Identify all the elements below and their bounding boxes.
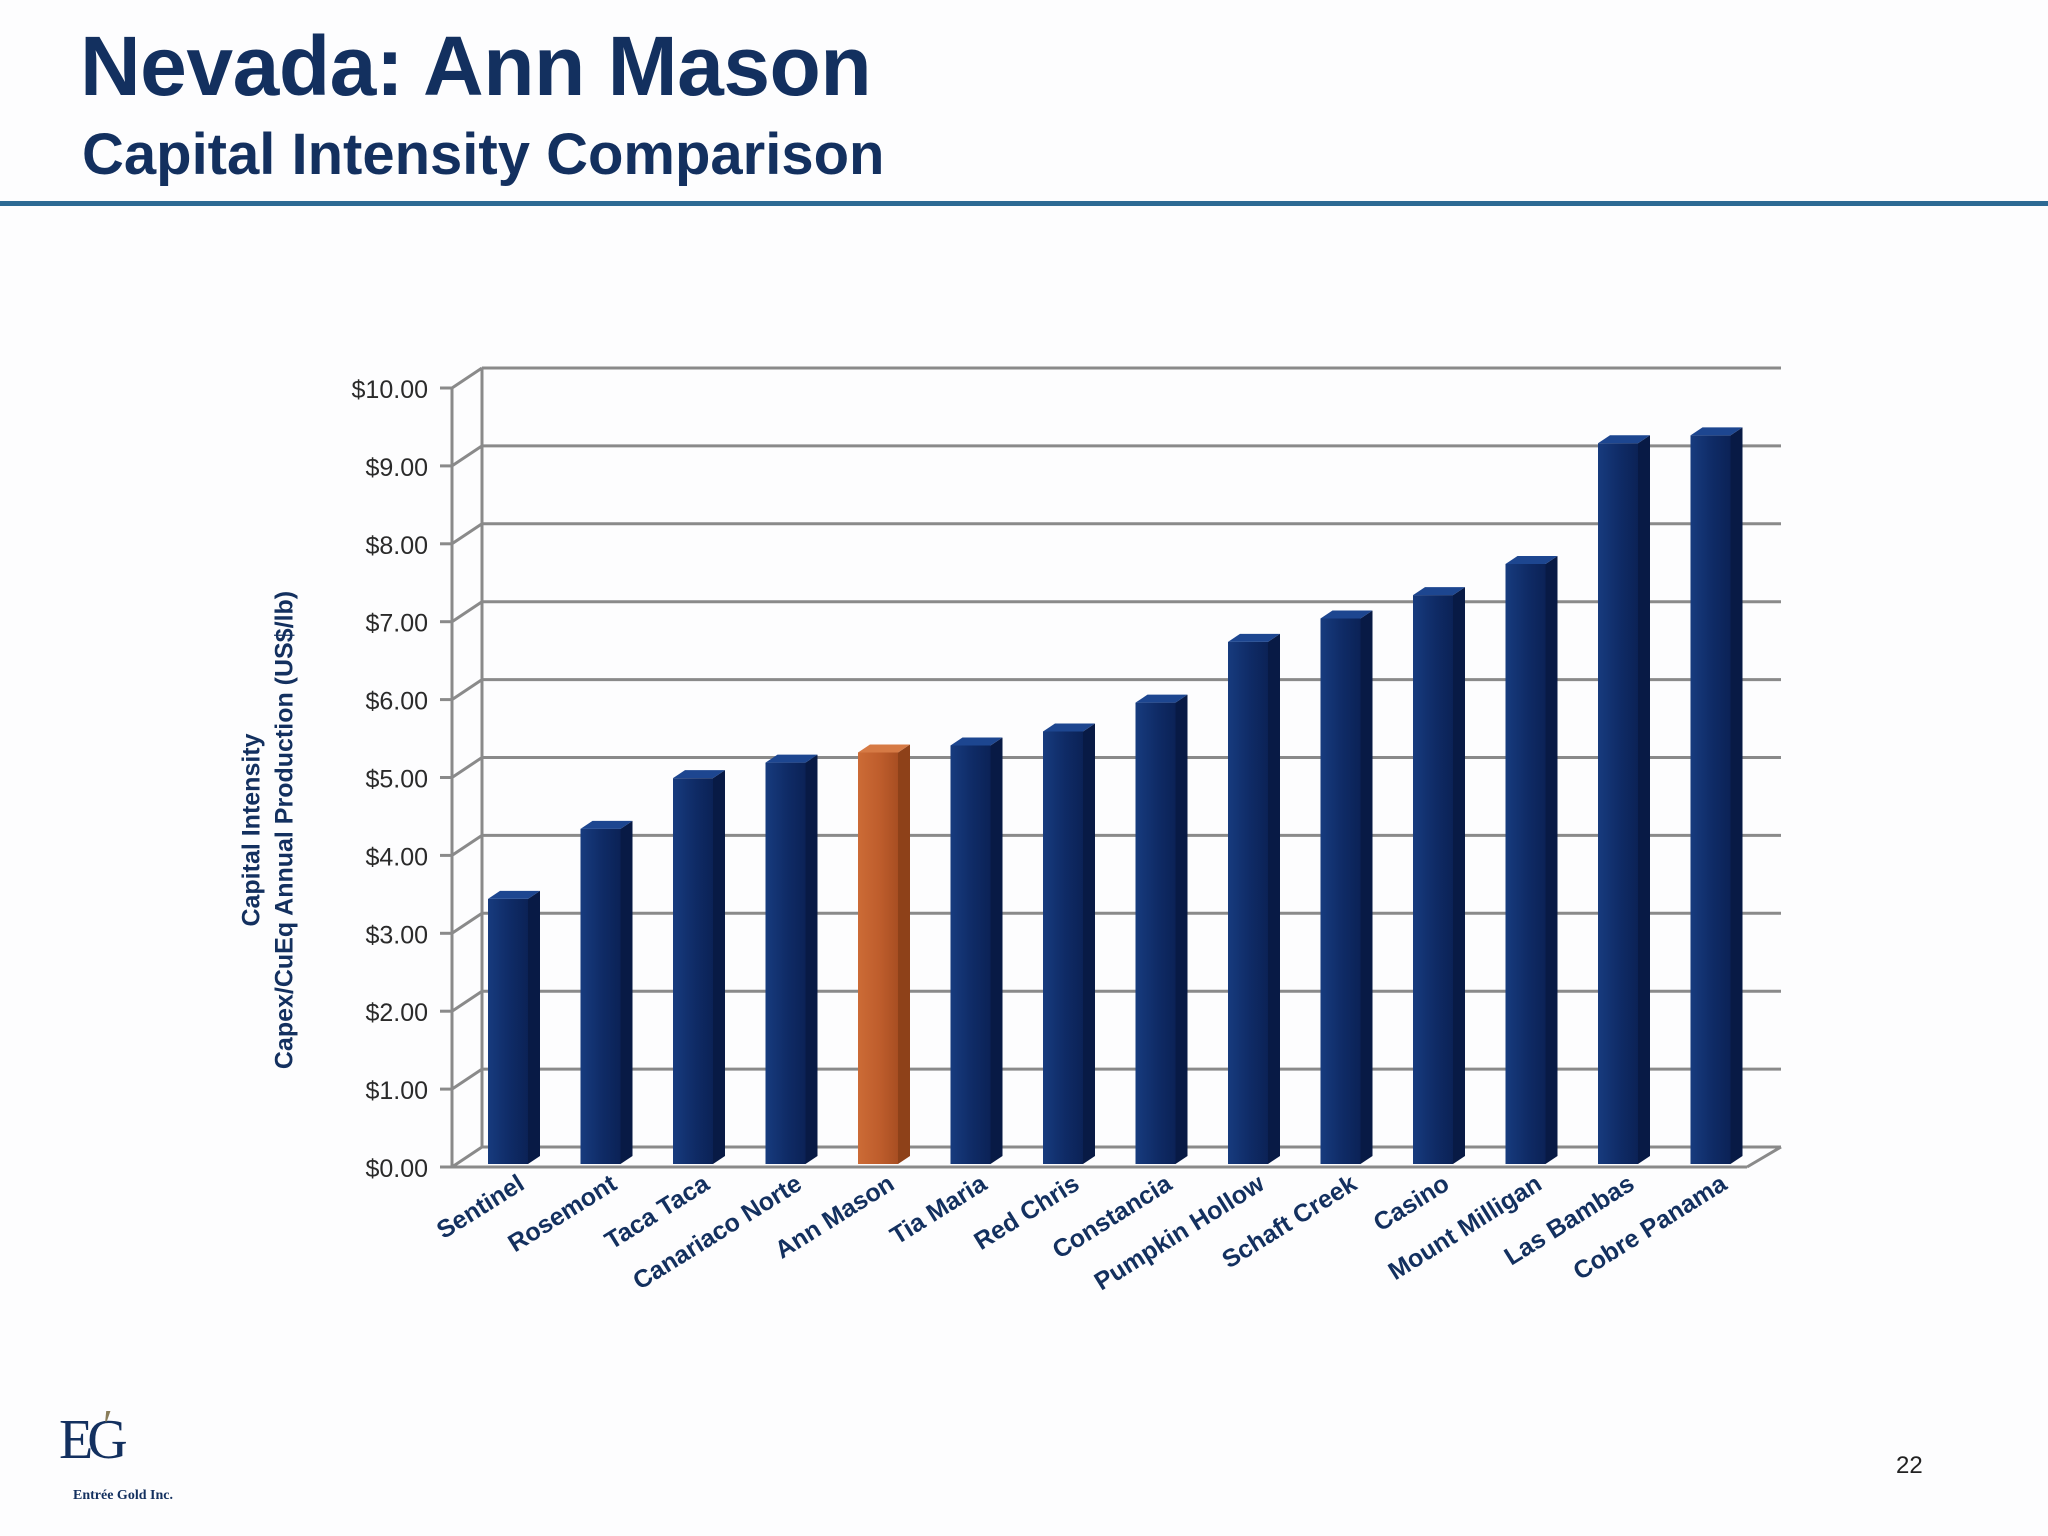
bar-constancia (1135, 694, 1188, 1164)
gridline-depth (451, 912, 483, 935)
bar-top (765, 754, 818, 763)
bar-sentinel (488, 890, 540, 1164)
bar-front (950, 745, 991, 1164)
gridline-depth (451, 834, 483, 857)
y-tick-label: $3.00 (365, 921, 428, 949)
y-tick-label: $10.00 (352, 376, 428, 404)
bar-front (580, 828, 621, 1164)
y-tick-label: $1.00 (365, 1077, 428, 1105)
bar-pumpkin-hollow (1228, 633, 1280, 1164)
bar-top (1043, 723, 1095, 732)
bar-top (1413, 587, 1465, 596)
logo-mark: EG (59, 1409, 128, 1471)
y-tick-label: $5.00 (365, 766, 428, 794)
bar-top (1690, 427, 1743, 436)
bar-side (713, 770, 725, 1164)
bar-front (1413, 595, 1453, 1164)
bar-front (765, 762, 806, 1164)
y-tick-label: $2.00 (365, 999, 428, 1027)
x-tick-label: Canariaco Norte (628, 1169, 807, 1295)
y-tick-label: $6.00 (365, 688, 428, 716)
bar-top (580, 820, 633, 829)
gridline-depth (451, 989, 483, 1013)
bar-front (488, 898, 528, 1164)
bar-cobre-panama (1690, 427, 1743, 1164)
bar-top (1598, 435, 1650, 444)
y-tick-label: $0.00 (365, 1155, 428, 1183)
bar-tia-maria (950, 737, 1003, 1164)
gridline-depth (451, 1067, 483, 1091)
bar-front (1320, 618, 1361, 1164)
bar-red-chris (1043, 723, 1095, 1164)
bar-side (620, 820, 633, 1164)
gridline-depth (451, 600, 483, 623)
y-tick-label: $7.00 (365, 610, 428, 638)
bar-casino (1413, 587, 1465, 1164)
company-logo: EG ′ Entrée Gold Inc. (55, 1401, 205, 1508)
bar-side (528, 890, 540, 1164)
bar-side (898, 744, 910, 1164)
gridline-depth (451, 1145, 483, 1169)
bar-top (488, 890, 540, 899)
bar-canariaco-norte (765, 754, 818, 1164)
bar-side (1453, 587, 1465, 1164)
y-tick-label: $4.00 (365, 843, 428, 871)
gridline-depth (451, 366, 483, 390)
bar-side (1638, 435, 1650, 1165)
bar-front (1228, 641, 1268, 1164)
bar-mount-milligan (1505, 555, 1558, 1164)
bar-top (1320, 610, 1373, 619)
logo-company-name: Entrée Gold Inc. (73, 1488, 173, 1503)
y-axis-title-line-1: Capital Intensity (237, 733, 266, 927)
bar-side (1730, 427, 1743, 1164)
bar-front (1043, 731, 1083, 1164)
bar-top (1135, 694, 1188, 703)
gridline-depth (451, 522, 483, 546)
bar-schaft-creek (1320, 610, 1373, 1164)
bar-side (1268, 633, 1280, 1164)
bar-side (1083, 723, 1095, 1164)
bar-side (1545, 555, 1558, 1164)
y-axis-title-line-2: Capex/CuEq Annual Production (US$/lb) (270, 590, 298, 1070)
gridline-depth (451, 756, 483, 779)
bar-rosemont (580, 820, 633, 1164)
gridline-depth (451, 444, 483, 468)
x-tick-label: Pumpkin Hollow (1089, 1169, 1269, 1296)
bar-front (1505, 563, 1546, 1164)
bar-front (1690, 435, 1731, 1164)
slide-subtitle: Capital Intensity Comparison (82, 122, 885, 187)
bar-side (1360, 610, 1373, 1164)
bar-front (1135, 702, 1176, 1164)
bar-top (1505, 555, 1558, 564)
y-axis-title: Capital Intensity Capex/CuEq Annual Prod… (236, 591, 301, 1069)
bar-top (1228, 633, 1280, 642)
bar-las-bambas (1598, 435, 1650, 1165)
page-number: 22 (1896, 1452, 1923, 1479)
bar-top (950, 737, 1003, 746)
bar-top (673, 770, 725, 779)
slide-title: Nevada: Ann Mason (80, 19, 872, 113)
logo-accent-icon: ′ (103, 1401, 113, 1450)
x-tick-label: Cobre Panama (1568, 1169, 1732, 1286)
bar-side (805, 754, 818, 1164)
y-tick-label: $9.00 (365, 454, 428, 482)
y-tick-label: $8.00 (365, 532, 428, 560)
x-tick-label: Mount Milligan (1383, 1169, 1546, 1285)
bar-side (990, 737, 1003, 1164)
bar-front (673, 778, 713, 1164)
bar-ann-mason (858, 744, 910, 1164)
bar-top (858, 744, 910, 753)
bar-front (1598, 443, 1638, 1165)
title-divider (0, 201, 2048, 206)
gridline-depth (451, 678, 483, 701)
bar-taca-taca (673, 770, 725, 1164)
bar-side (1175, 694, 1188, 1164)
floor-edge (1746, 1145, 1782, 1169)
bar-front (858, 752, 898, 1164)
